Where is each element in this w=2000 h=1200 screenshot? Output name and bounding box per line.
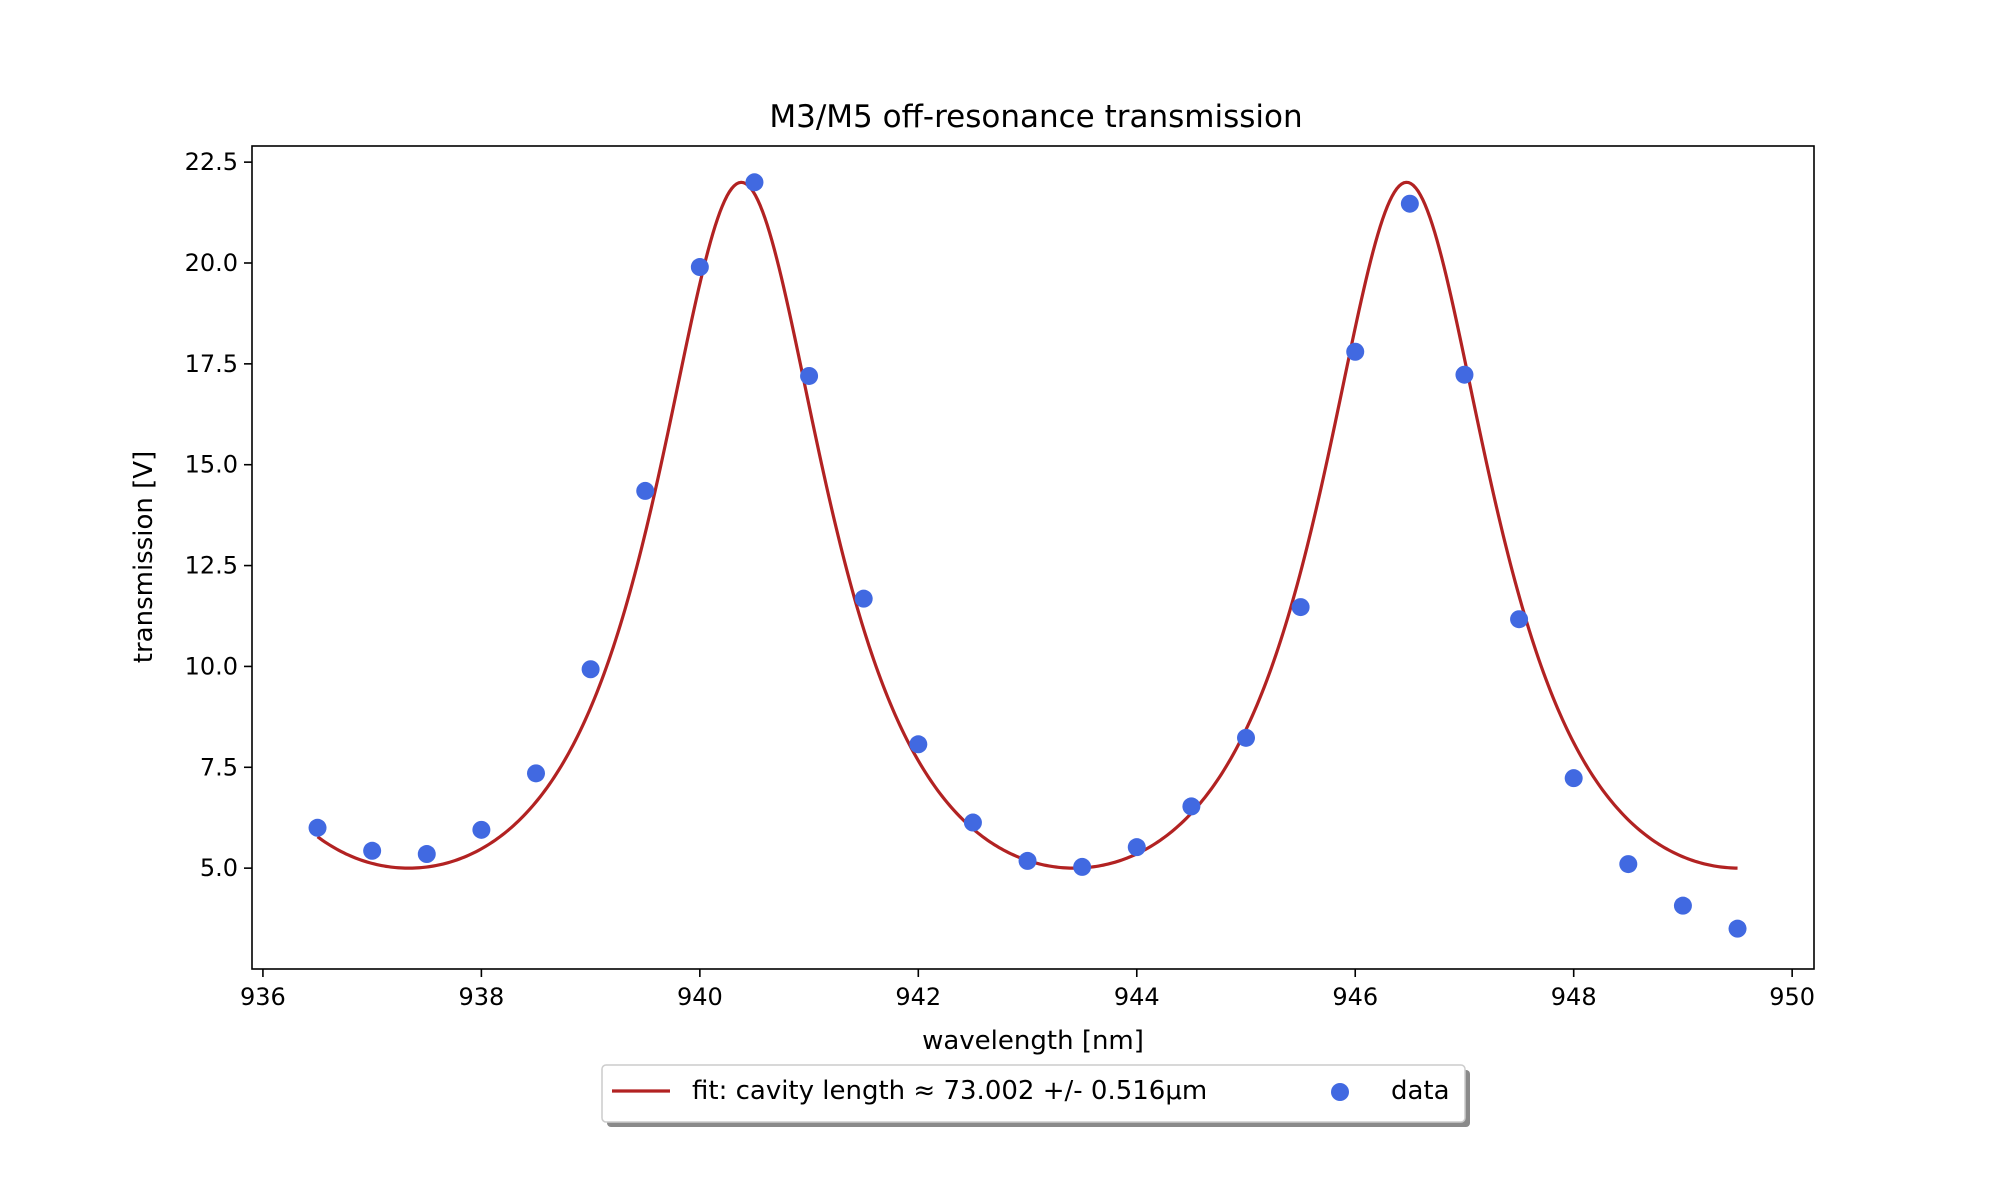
legend-data-label: data — [1391, 1076, 1450, 1106]
x-tick-label: 942 — [895, 983, 941, 1011]
chart-title: M3/M5 off-resonance transmission — [769, 99, 1302, 135]
data-point — [1619, 855, 1638, 874]
data-point — [963, 813, 982, 832]
data-point — [745, 173, 764, 192]
data-point — [527, 764, 545, 783]
data-point — [1510, 610, 1529, 629]
data-points-layer — [308, 173, 1747, 938]
data-point — [1018, 851, 1037, 870]
data-point — [308, 818, 327, 837]
plot-area — [251, 145, 1815, 970]
y-tick-label: 22.5 — [185, 148, 238, 176]
data-point — [472, 820, 491, 839]
data-point — [800, 366, 819, 385]
data-point — [1455, 365, 1474, 384]
data-point — [1728, 919, 1747, 938]
data-point — [854, 589, 873, 608]
y-axis-label: transmission [V] — [129, 451, 159, 663]
y-tick-label: 20.0 — [185, 249, 238, 277]
data-point — [636, 481, 655, 500]
y-tick-label: 5.0 — [200, 854, 238, 882]
x-tick-label: 944 — [1114, 983, 1160, 1011]
y-tick-label: 15.0 — [185, 451, 238, 479]
plot-frame — [251, 145, 1815, 970]
data-point — [1291, 598, 1310, 617]
data-point — [1564, 769, 1583, 788]
y-tick-label: 10.0 — [185, 652, 238, 680]
data-point — [1073, 857, 1092, 876]
data-point — [909, 735, 928, 754]
data-point — [1182, 797, 1201, 816]
legend-box — [601, 1064, 1466, 1123]
data-point — [1237, 728, 1255, 747]
data-point — [1127, 838, 1146, 857]
data-point — [690, 258, 709, 277]
legend: fit: cavity length ≈ 73.002 +/- 0.516μm … — [601, 1064, 1470, 1127]
y-tick-label: 17.5 — [185, 350, 238, 378]
x-tick-label: 936 — [240, 983, 286, 1011]
x-tick-label: 938 — [458, 983, 504, 1011]
data-point — [363, 841, 382, 860]
data-point — [1673, 896, 1692, 915]
fit-line-layer — [316, 180, 1738, 870]
y-tick-label: 7.5 — [200, 753, 238, 781]
data-point — [581, 660, 600, 679]
y-tick-label: 12.5 — [185, 552, 238, 580]
x-axis-label: wavelength [nm] — [922, 1026, 1144, 1056]
y-axis-ticks: 5.0 7.5 10.0 12.5 15.0 17.5 20.0 22.5 — [185, 148, 252, 882]
x-tick-label: 950 — [1769, 983, 1815, 1011]
x-tick-label: 940 — [677, 983, 723, 1011]
x-axis-ticks: 936 938 940 942 944 946 948 950 — [240, 969, 1815, 1011]
data-point — [1400, 194, 1419, 213]
x-tick-label: 948 — [1551, 983, 1597, 1011]
legend-fit-label: fit: cavity length ≈ 73.002 +/- 0.516μm — [692, 1076, 1207, 1106]
data-point — [1346, 342, 1365, 361]
x-tick-label: 946 — [1332, 983, 1378, 1011]
legend-data-swatch — [1331, 1083, 1349, 1101]
fit-line — [316, 180, 1738, 870]
data-point — [417, 845, 436, 864]
